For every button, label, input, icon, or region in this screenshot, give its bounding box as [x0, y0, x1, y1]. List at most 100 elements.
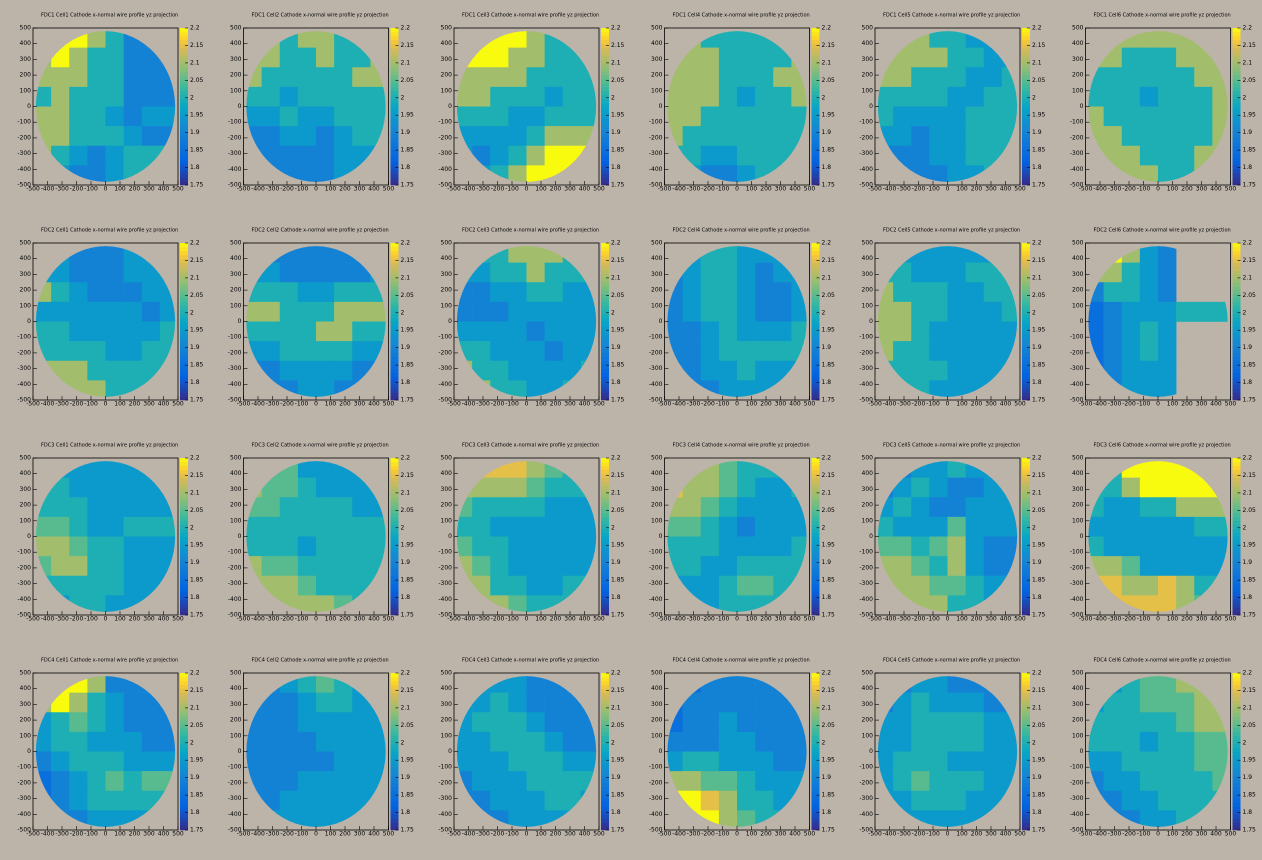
- heatmap-cell: [69, 321, 88, 342]
- colorbar-step: [811, 243, 820, 248]
- colorbar-step: [1022, 595, 1030, 600]
- heatmap-cell: [1212, 516, 1228, 537]
- heatmap-cell: [334, 712, 353, 733]
- colorbar-step: [1232, 133, 1241, 139]
- z-tick-label: 2.05: [190, 292, 204, 299]
- colorbar-step: [1022, 786, 1030, 792]
- heatmap-cell: [947, 165, 966, 182]
- heatmap-cell: [105, 692, 124, 713]
- heatmap-cell: [1139, 810, 1159, 827]
- colorbar-step: [1022, 704, 1030, 709]
- heatmap-cell: [297, 536, 317, 557]
- heatmap-cell: [562, 556, 582, 577]
- heatmap-cell: [1139, 771, 1159, 792]
- colorbar-step: [601, 477, 609, 482]
- x-tick-label: -500: [1079, 401, 1093, 408]
- colorbar-step: [390, 465, 399, 471]
- colorbar-step: [1022, 798, 1030, 803]
- heatmap-cell: [334, 810, 353, 827]
- heatmap-cell: [35, 497, 52, 518]
- heatmap-cell: [544, 497, 564, 518]
- heatmap-cell: [1103, 712, 1123, 733]
- panel: FDC4 Cell2 Cathode x-normal wire profile…: [228, 658, 414, 838]
- x-tick-label: 0: [1156, 616, 1160, 623]
- heatmap-cell: [490, 751, 509, 772]
- heatmap-cell: [965, 47, 985, 68]
- heatmap-cell: [737, 86, 756, 107]
- heatmap-cell: [334, 676, 353, 693]
- y-tick-label: -100: [859, 334, 873, 341]
- colorbar-step: [1022, 501, 1030, 506]
- colorbar-step: [180, 806, 188, 811]
- colorbar-step: [601, 388, 609, 393]
- colorbar-step: [390, 563, 399, 569]
- colorbar-step: [601, 676, 609, 682]
- colorbar-step: [180, 270, 188, 275]
- x-tick-label: -200: [280, 401, 294, 408]
- heatmap-cell: [667, 516, 683, 537]
- z-tick-label: 2: [190, 94, 194, 101]
- colorbar-step: [180, 325, 188, 330]
- x-tick-label: -500: [1079, 186, 1093, 193]
- colorbar-step: [390, 368, 399, 373]
- colorbar-step: [1022, 75, 1030, 80]
- heatmap-cell: [1139, 595, 1159, 612]
- colorbar-step: [1232, 786, 1241, 792]
- heatmap-cell: [1121, 47, 1141, 68]
- heatmap-cell: [1139, 461, 1159, 478]
- heatmap-cell: [1176, 497, 1195, 518]
- heatmap-cell: [472, 360, 491, 381]
- colorbar-step: [390, 329, 399, 334]
- colorbar-step: [601, 520, 609, 526]
- heatmap-cell: [544, 771, 564, 792]
- heatmap-cell: [51, 301, 70, 322]
- colorbar-step: [1232, 563, 1241, 569]
- heatmap-cell: [1121, 282, 1141, 303]
- heatmap-cell: [893, 461, 912, 478]
- heatmap-cell: [334, 380, 353, 397]
- colorbar-step: [390, 165, 399, 170]
- heatmap-cell: [682, 360, 702, 381]
- colorbar-step: [180, 337, 188, 342]
- heatmap-cell: [1121, 516, 1141, 537]
- colorbar-step: [390, 153, 399, 158]
- colorbar-step: [601, 313, 609, 318]
- z-tick-label: 2.2: [401, 455, 411, 462]
- heatmap-cell: [580, 751, 597, 772]
- heatmap-cell: [123, 575, 143, 596]
- heatmap-cell: [490, 810, 509, 827]
- heatmap-cell: [456, 262, 473, 283]
- heatmap-cell: [123, 790, 143, 811]
- heatmap-cell: [297, 516, 317, 537]
- x-tick-label: 200: [760, 831, 772, 838]
- heatmap-cell: [352, 47, 371, 68]
- heatmap-cell: [893, 67, 912, 88]
- x-tick-label: -100: [84, 616, 98, 623]
- heatmap-cells: [35, 676, 176, 827]
- heatmap-cell: [544, 477, 564, 498]
- colorbar-step: [811, 684, 820, 689]
- heatmap-cell: [965, 575, 985, 596]
- y-tick-label: -400: [228, 381, 242, 388]
- heatmap-cell: [893, 536, 912, 557]
- y-tick-label: 500: [862, 670, 874, 677]
- x-tick-label: -300: [1108, 186, 1122, 193]
- x-tick-label: 200: [760, 401, 772, 408]
- x-tick-label: -400: [251, 401, 265, 408]
- colorbar-step: [811, 360, 820, 365]
- panel: FDC3 Cell2 Cathode x-normal wire profile…: [228, 443, 414, 623]
- x-tick-label: -200: [912, 401, 926, 408]
- colorbar-step: [1232, 118, 1241, 123]
- heatmap-cell: [983, 751, 1003, 772]
- colorbar-step: [811, 161, 820, 166]
- heatmap-cell: [1176, 145, 1195, 166]
- heatmap-cell: [562, 380, 582, 397]
- heatmap-cell: [718, 731, 738, 752]
- z-tick-label: 1.8: [190, 594, 200, 601]
- x-tick-label: -300: [687, 401, 701, 408]
- y-tick-label: 200: [230, 502, 242, 509]
- heatmap-cell: [791, 536, 807, 557]
- panel: FDC3 Cell5 Cathode x-normal wire profile…: [859, 443, 1045, 623]
- colorbar-step: [601, 567, 609, 573]
- heatmap-cell: [105, 321, 124, 342]
